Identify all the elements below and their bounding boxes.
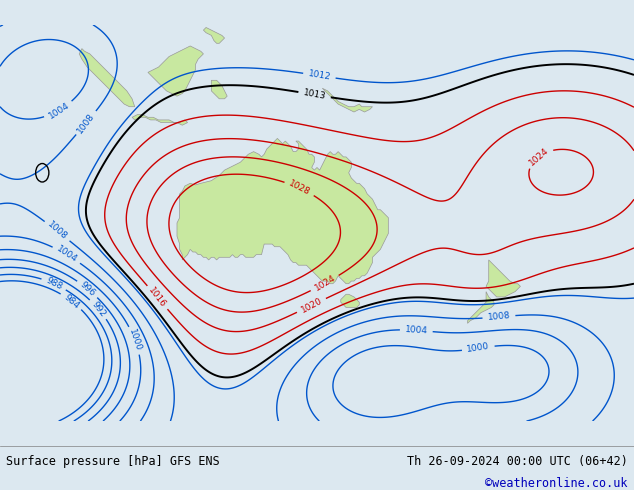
Polygon shape [148, 46, 204, 96]
Text: 992: 992 [90, 300, 107, 318]
Text: 1024: 1024 [527, 146, 550, 168]
Polygon shape [79, 49, 135, 107]
Text: 1024: 1024 [313, 273, 337, 293]
Text: 1008: 1008 [487, 311, 511, 322]
Text: 1004: 1004 [404, 325, 428, 336]
Polygon shape [486, 260, 521, 297]
Text: 1000: 1000 [466, 342, 490, 354]
Text: 1028: 1028 [287, 179, 312, 197]
Polygon shape [211, 80, 227, 99]
Polygon shape [204, 27, 224, 43]
Polygon shape [132, 115, 188, 125]
Text: 1004: 1004 [47, 100, 71, 120]
Text: 1020: 1020 [299, 296, 323, 315]
Polygon shape [341, 294, 359, 308]
Text: 1000: 1000 [127, 328, 143, 353]
Text: 988: 988 [44, 276, 64, 292]
Text: 1016: 1016 [147, 286, 168, 309]
Text: 984: 984 [62, 292, 81, 310]
Text: 1013: 1013 [302, 88, 327, 101]
Text: Th 26-09-2024 00:00 UTC (06+42): Th 26-09-2024 00:00 UTC (06+42) [407, 455, 628, 468]
Text: 1008: 1008 [75, 111, 96, 135]
Text: 1004: 1004 [55, 245, 79, 265]
Text: ©weatheronline.co.uk: ©weatheronline.co.uk [485, 477, 628, 490]
Polygon shape [322, 88, 373, 112]
Text: 996: 996 [78, 280, 97, 298]
Text: Surface pressure [hPa] GFS ENS: Surface pressure [hPa] GFS ENS [6, 455, 220, 468]
Polygon shape [177, 138, 388, 284]
Text: 1008: 1008 [46, 220, 69, 242]
Text: 1012: 1012 [307, 70, 332, 82]
Polygon shape [468, 292, 494, 323]
